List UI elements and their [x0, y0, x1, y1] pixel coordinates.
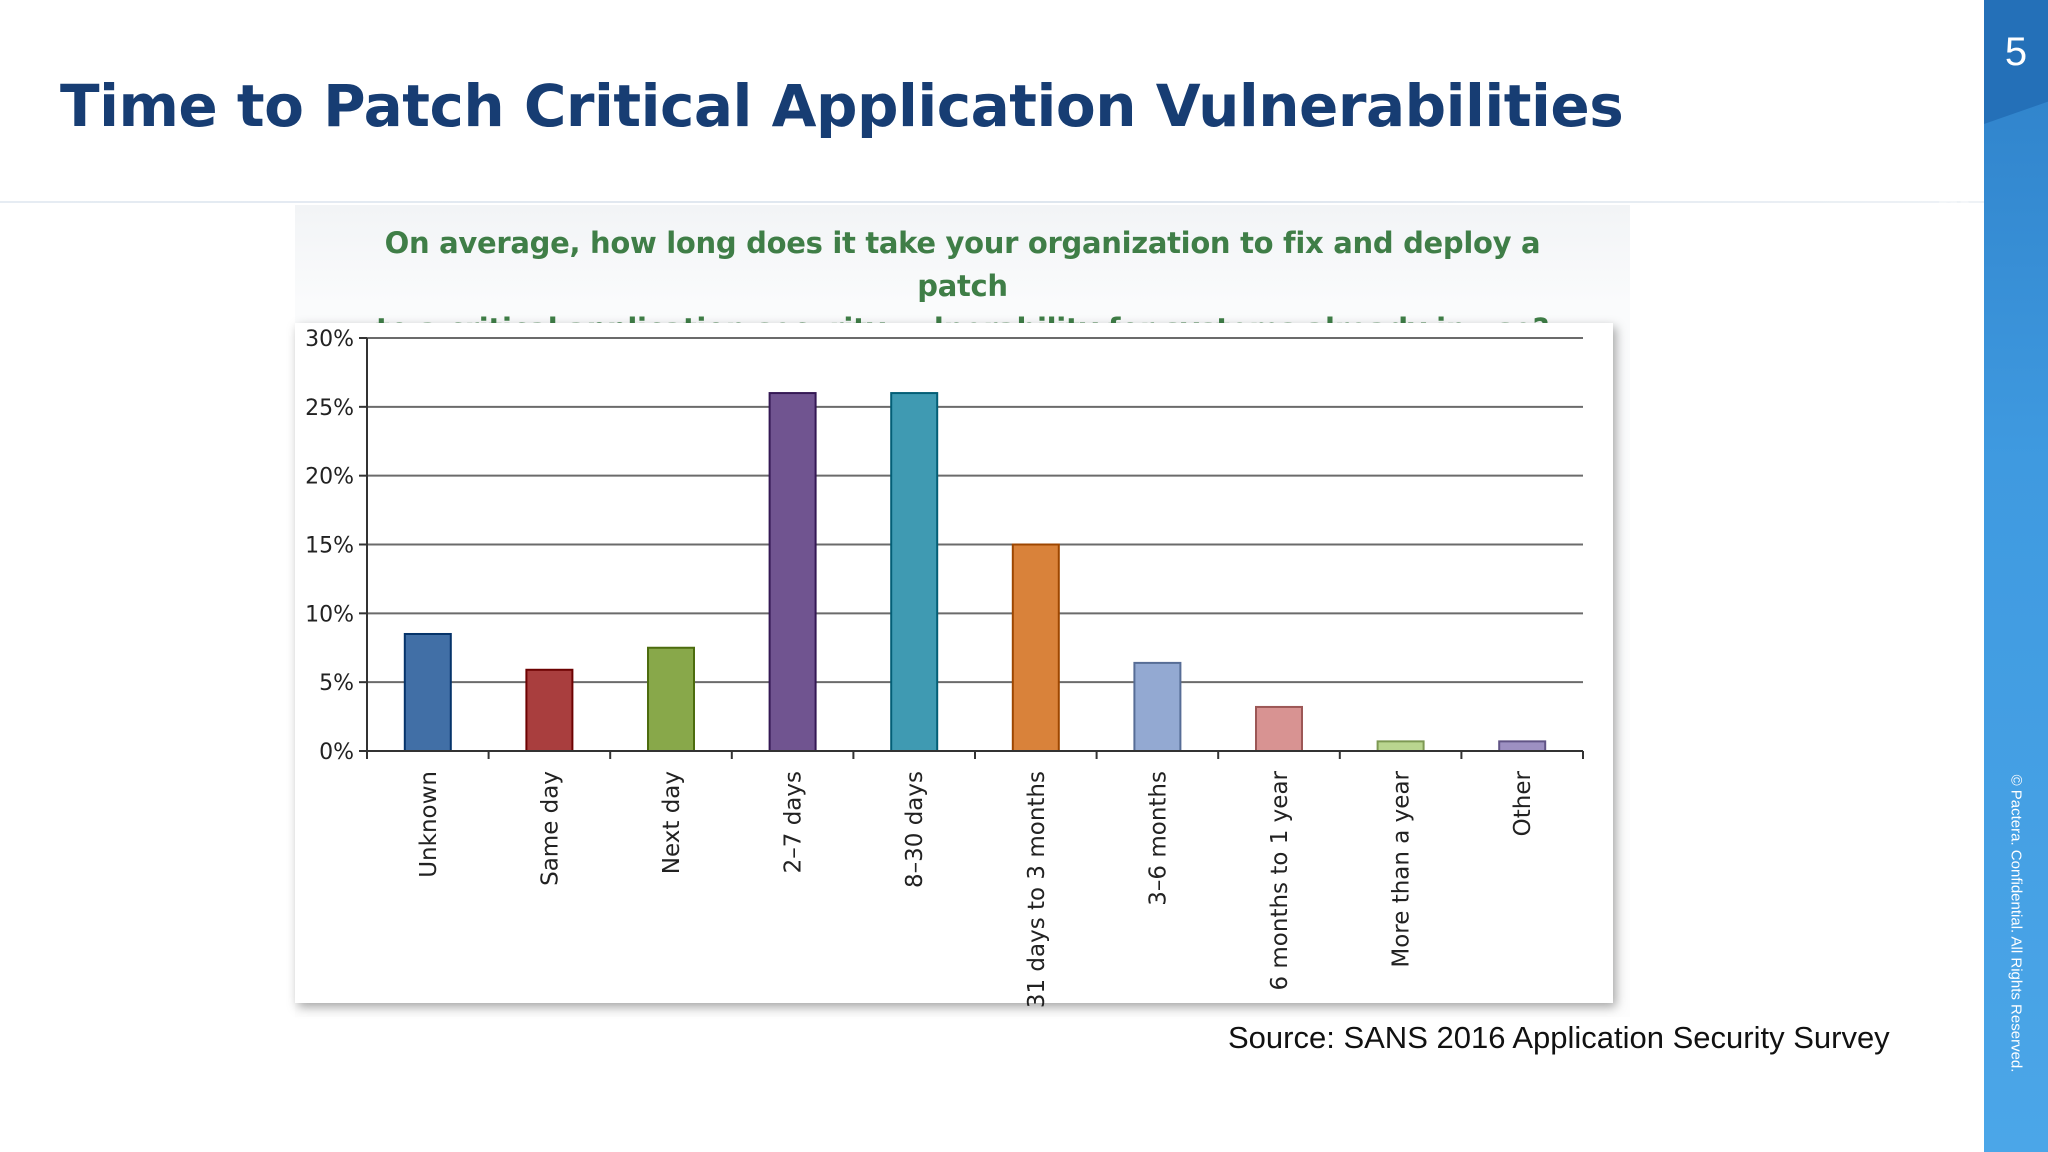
- bar-more-than-a-year: [1376, 740, 1425, 753]
- title-divider: [0, 201, 1985, 203]
- chart-panel: [295, 323, 1613, 1003]
- bar-31-days-to-3-months: [1011, 543, 1060, 752]
- x-category-label: 8–30 days: [902, 771, 928, 888]
- bar-next-day: [647, 646, 695, 752]
- x-category-label: 3–6 months: [1145, 771, 1171, 906]
- bar-same-day: [525, 668, 574, 753]
- y-tick-label: 0%: [319, 740, 354, 765]
- bar-unknown: [403, 632, 452, 753]
- x-category-label: Same day: [537, 771, 563, 886]
- bar-other: [1498, 740, 1547, 753]
- x-category-label: Other: [1510, 770, 1536, 836]
- bar-6-months-to-1-year: [1255, 705, 1303, 752]
- y-tick-label: 30%: [305, 327, 354, 352]
- y-tick-label: 20%: [305, 465, 354, 490]
- x-category-label: More than a year: [1389, 770, 1415, 967]
- x-category-label: Unknown: [416, 771, 442, 878]
- slide-title: Time to Patch Critical Application Vulne…: [60, 72, 1624, 140]
- brand-logo: pactera: [1927, 157, 1991, 364]
- chart-title-line-1: On average, how long does it take your o…: [384, 226, 1541, 303]
- x-category-label: 6 months to 1 year: [1267, 770, 1293, 990]
- bar-2-7-days: [768, 392, 817, 752]
- y-tick-label: 10%: [305, 602, 354, 627]
- y-tick-label: 5%: [319, 671, 354, 696]
- slide-number: 5: [2004, 30, 2028, 74]
- y-tick-label: 25%: [305, 396, 354, 421]
- brand-sidebar: 5 pactera © Pactera. Confidential. All R…: [1927, 0, 2048, 1152]
- y-tick-label: 15%: [305, 534, 354, 559]
- copyright-notice: © Pactera. Confidential. All Rights Rese…: [2007, 774, 2025, 1073]
- bar-3-6-months: [1133, 661, 1182, 752]
- source-note: Source: SANS 2016 Application Security S…: [1228, 1020, 1890, 1055]
- x-category-label: 2–7 days: [781, 771, 807, 873]
- x-category-label: Next day: [659, 771, 685, 874]
- bar-8-30-days: [890, 392, 939, 752]
- x-category-label: 31 days to 3 months: [1024, 771, 1050, 1008]
